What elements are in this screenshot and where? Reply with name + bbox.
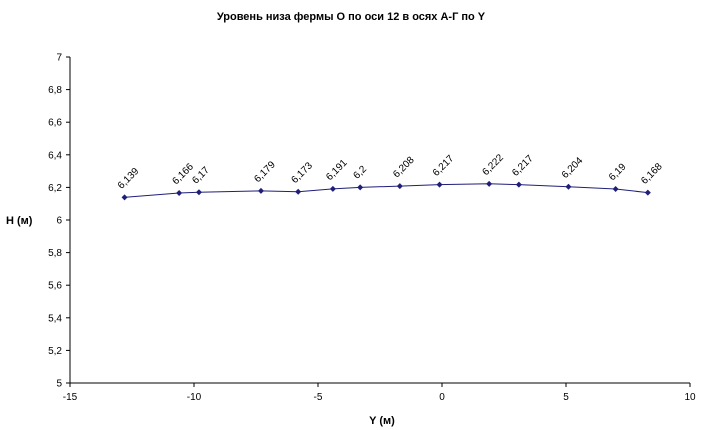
data-point-marker — [612, 186, 619, 193]
data-label: 6,2 — [352, 164, 370, 182]
x-tick-label: 0 — [439, 392, 445, 403]
data-label: 6,19 — [607, 161, 629, 183]
data-point-marker — [121, 194, 128, 201]
data-label: 6,166 — [170, 161, 196, 187]
x-axis-title: Y (м) — [369, 415, 395, 427]
data-label: 6,217 — [510, 153, 536, 179]
y-tick-label: 6,2 — [48, 183, 62, 194]
data-label: 6,168 — [639, 161, 665, 187]
chart-title: Уровень низа фермы О по оси 12 в осях А-… — [217, 11, 486, 23]
data-point-marker — [176, 189, 183, 196]
y-tick-label: 5,2 — [48, 346, 62, 357]
data-point-marker — [644, 189, 651, 196]
data-label: 6,173 — [290, 160, 316, 186]
x-tick-label: 10 — [684, 392, 696, 403]
data-label: 6,222 — [480, 152, 506, 178]
y-tick-label: 6,6 — [48, 118, 62, 129]
y-tick-label: 5 — [56, 379, 62, 390]
data-point-marker — [486, 180, 493, 187]
y-tick-label: 5,8 — [48, 248, 62, 259]
x-tick-label: 5 — [563, 392, 569, 403]
y-tick-label: 6 — [56, 216, 62, 227]
y-axis-title: H (м) — [6, 215, 33, 227]
x-tick-label: -5 — [314, 392, 323, 403]
data-point-marker — [436, 181, 443, 188]
y-tick-label: 5,4 — [48, 313, 62, 324]
data-label: 6,208 — [391, 154, 417, 180]
y-tick-label: 6,8 — [48, 85, 62, 96]
y-tick-label: 6,4 — [48, 150, 62, 161]
data-label: 6,204 — [560, 155, 586, 181]
axes-group: 5 5,2 5,4 5,6 5,8 6 6,2 6,4 6,6 6,8 7 -15 -10 -5 0 5 10 — [48, 53, 696, 404]
x-tick-label: -10 — [187, 392, 202, 403]
y-tick-label: 7 — [56, 53, 62, 64]
data-point-marker — [357, 184, 364, 191]
data-point-marker — [257, 187, 264, 194]
data-label: 6,179 — [252, 159, 278, 185]
data-point-marker — [515, 181, 522, 188]
data-label: 6,217 — [431, 153, 457, 179]
data-label: 6,191 — [324, 157, 350, 183]
data-point-marker — [295, 188, 302, 195]
data-point-marker — [195, 189, 202, 196]
x-tick-label: -15 — [63, 392, 78, 403]
data-point-marker — [396, 183, 403, 190]
data-point-marker — [329, 185, 336, 192]
data-point-marker — [565, 183, 572, 190]
series-line — [124, 183, 648, 198]
data-label: 6,139 — [116, 166, 142, 192]
y-tick-label: 5,6 — [48, 281, 62, 292]
